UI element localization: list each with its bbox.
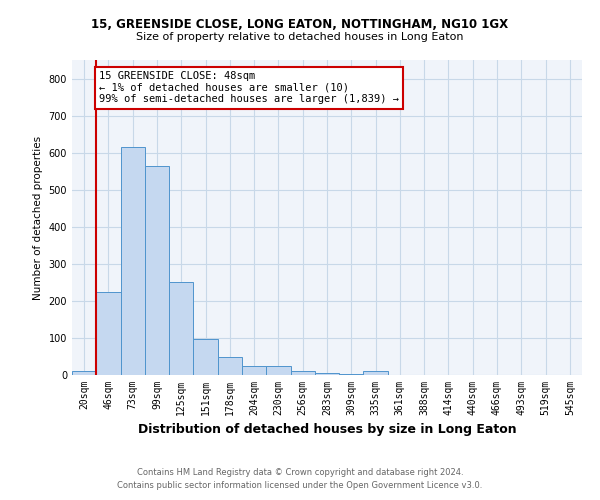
Text: Size of property relative to detached houses in Long Eaton: Size of property relative to detached ho… (136, 32, 464, 42)
Y-axis label: Number of detached properties: Number of detached properties (33, 136, 43, 300)
Bar (169, 282, 193, 375)
Text: Contains HM Land Registry data © Crown copyright and database right 2024.: Contains HM Land Registry data © Crown c… (137, 468, 463, 477)
Bar (96, 292, 121, 375)
Bar (339, 374, 364, 375)
Bar (364, 372, 388, 375)
Bar (193, 339, 218, 375)
Bar (266, 366, 290, 375)
X-axis label: Distribution of detached houses by size in Long Eaton: Distribution of detached houses by size … (137, 424, 517, 436)
Text: 15, GREENSIDE CLOSE, LONG EATON, NOTTINGHAM, NG10 1GX: 15, GREENSIDE CLOSE, LONG EATON, NOTTING… (91, 18, 509, 30)
Bar (315, 373, 339, 375)
Bar (290, 372, 315, 375)
Bar (121, 147, 145, 375)
Text: Contains public sector information licensed under the Open Government Licence v3: Contains public sector information licen… (118, 480, 482, 490)
Bar (72, 372, 96, 375)
Text: 15 GREENSIDE CLOSE: 48sqm
← 1% of detached houses are smaller (10)
99% of semi-d: 15 GREENSIDE CLOSE: 48sqm ← 1% of detach… (99, 71, 399, 104)
Bar (218, 357, 242, 375)
Bar (242, 366, 266, 375)
Bar (145, 166, 169, 375)
